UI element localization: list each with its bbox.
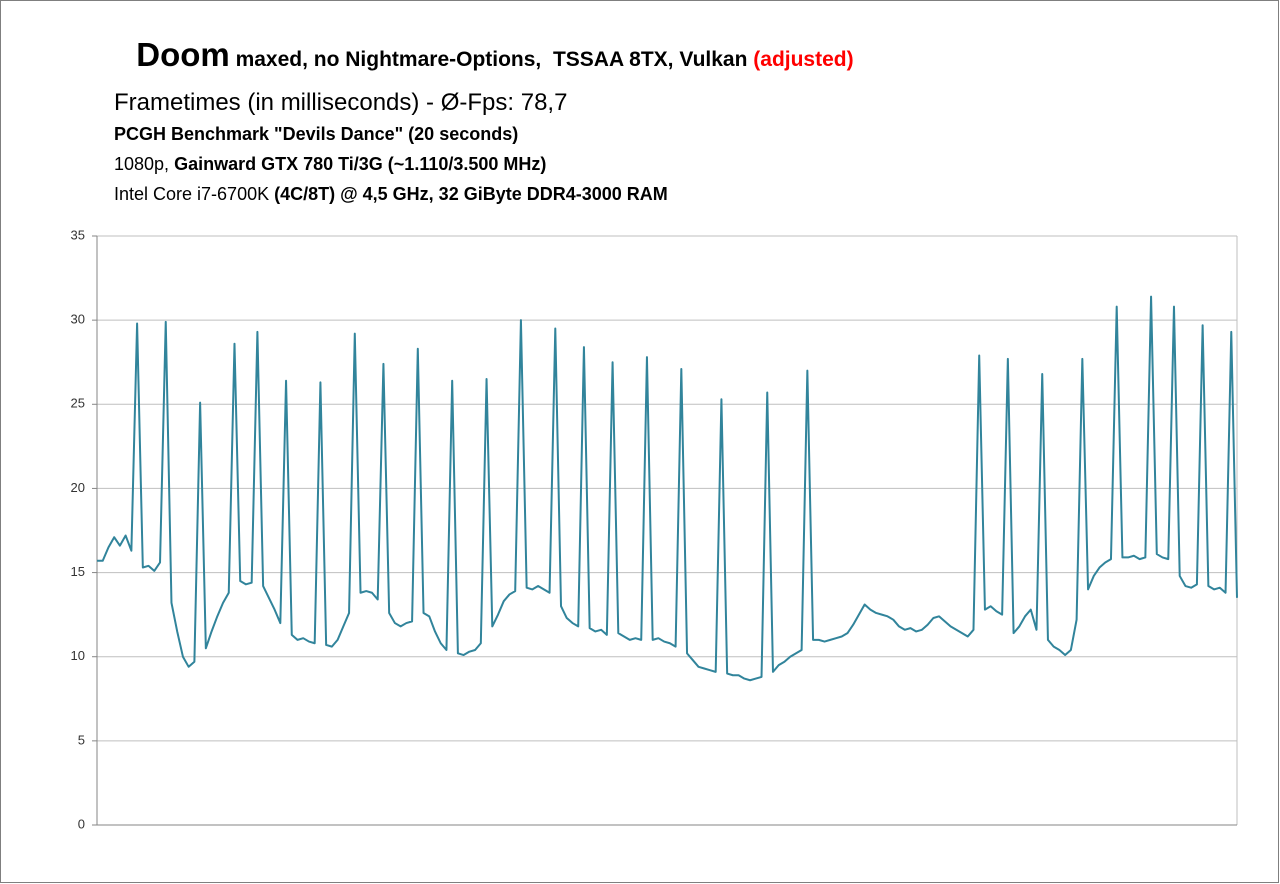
y-tick-label: 10 bbox=[71, 648, 85, 663]
info-part: 1080p, bbox=[114, 154, 174, 174]
y-tick-label: 30 bbox=[71, 312, 85, 327]
chart-title-line: Doom maxed, no Nightmare-Options, TSSAA … bbox=[114, 36, 867, 73]
subtitle: Frametimes (in milliseconds) - Ø-Fps: 78… bbox=[114, 89, 567, 116]
series-line bbox=[97, 295, 1238, 682]
info-line: Intel Core i7-6700K (4C/8T) @ 4,5 GHz, 3… bbox=[114, 184, 668, 204]
info-part: Intel Core i7-6700K bbox=[114, 184, 274, 204]
y-tick-label: 35 bbox=[71, 227, 85, 242]
y-tick-label: 15 bbox=[71, 564, 85, 579]
info-lines: PCGH Benchmark "Devils Dance" (20 second… bbox=[114, 124, 668, 204]
y-tick-label: 5 bbox=[78, 732, 85, 747]
y-tick-label: 20 bbox=[71, 480, 85, 495]
info-line: 1080p, Gainward GTX 780 Ti/3G (~1.110/3.… bbox=[114, 154, 546, 174]
title-detail: maxed, no Nightmare-Options, TSSAA 8TX, … bbox=[230, 48, 754, 71]
y-tick-label: 25 bbox=[71, 396, 85, 411]
info-part: Gainward GTX 780 Ti/3G (~1.110/3.500 MHz… bbox=[174, 154, 546, 174]
plot-area: 0 5 10 15 20 25 30 35 bbox=[71, 227, 1238, 831]
info-part: (4C/8T) @ 4,5 GHz, 32 GiByte DDR4-3000 R… bbox=[274, 184, 668, 204]
chart-title: Doom bbox=[136, 36, 230, 73]
info-line: PCGH Benchmark "Devils Dance" (20 second… bbox=[114, 124, 518, 144]
info-part: PCGH Benchmark "Devils Dance" (20 second… bbox=[114, 124, 518, 144]
y-tick-label: 0 bbox=[78, 816, 85, 831]
title-note: (adjusted) bbox=[753, 48, 853, 71]
